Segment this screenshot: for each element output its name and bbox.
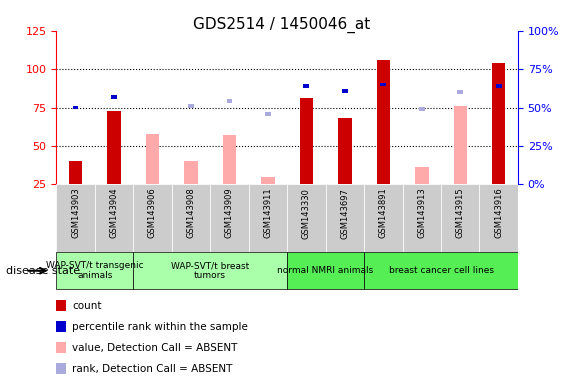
Text: GSM143903: GSM143903 (71, 188, 80, 238)
Bar (223, 135, 236, 184)
Text: GSM143697: GSM143697 (341, 188, 349, 238)
Bar (415, 167, 428, 184)
Bar (265, 112, 271, 116)
Bar (457, 90, 463, 94)
Text: disease state: disease state (6, 266, 80, 276)
Bar (338, 118, 351, 184)
Bar (454, 106, 467, 184)
Text: breast cancer cell lines: breast cancer cell lines (388, 266, 494, 275)
Text: normal NMRI animals: normal NMRI animals (278, 266, 374, 275)
Text: GSM143330: GSM143330 (302, 188, 311, 238)
Bar (364, 184, 403, 252)
Bar (300, 98, 313, 184)
Bar (108, 111, 120, 184)
Bar (56, 252, 133, 289)
Bar (364, 252, 518, 289)
Bar (210, 184, 249, 252)
Bar (480, 184, 518, 252)
Bar (441, 184, 480, 252)
Text: rank, Detection Call = ABSENT: rank, Detection Call = ABSENT (72, 364, 233, 374)
Bar (419, 107, 425, 111)
Bar (287, 252, 364, 289)
Bar (69, 161, 82, 184)
Bar (342, 89, 348, 93)
Text: GSM143915: GSM143915 (456, 188, 464, 238)
Bar (249, 184, 287, 252)
Text: GSM143909: GSM143909 (225, 188, 234, 238)
Text: GSM143916: GSM143916 (494, 188, 503, 238)
Bar (381, 83, 386, 86)
Bar (403, 184, 441, 252)
Text: WAP-SVT/t breast
tumors: WAP-SVT/t breast tumors (171, 261, 249, 280)
Text: GSM143904: GSM143904 (110, 188, 118, 238)
Text: percentile rank within the sample: percentile rank within the sample (72, 322, 248, 332)
Text: GSM143891: GSM143891 (379, 188, 388, 238)
Text: value, Detection Call = ABSENT: value, Detection Call = ABSENT (72, 343, 238, 353)
Text: count: count (72, 301, 101, 311)
Text: WAP-SVT/t transgenic
animals: WAP-SVT/t transgenic animals (46, 261, 144, 280)
Bar (188, 104, 194, 108)
Bar (146, 134, 159, 184)
Bar (133, 252, 287, 289)
Text: GSM143908: GSM143908 (186, 188, 195, 238)
Bar (133, 184, 172, 252)
Bar (172, 184, 210, 252)
Bar (377, 60, 390, 184)
Text: GSM143913: GSM143913 (417, 188, 426, 238)
Bar (111, 95, 117, 99)
Bar (95, 184, 133, 252)
Bar (226, 99, 233, 103)
Bar (261, 177, 275, 184)
Text: GSM143906: GSM143906 (148, 188, 157, 238)
Text: GDS2514 / 1450046_at: GDS2514 / 1450046_at (193, 17, 370, 33)
Bar (56, 184, 95, 252)
Bar (492, 63, 506, 184)
Bar (303, 84, 309, 88)
Text: GSM143911: GSM143911 (263, 188, 272, 238)
Bar (184, 161, 198, 184)
Bar (73, 106, 78, 109)
Bar (325, 184, 364, 252)
Bar (496, 84, 502, 88)
Bar (287, 184, 325, 252)
